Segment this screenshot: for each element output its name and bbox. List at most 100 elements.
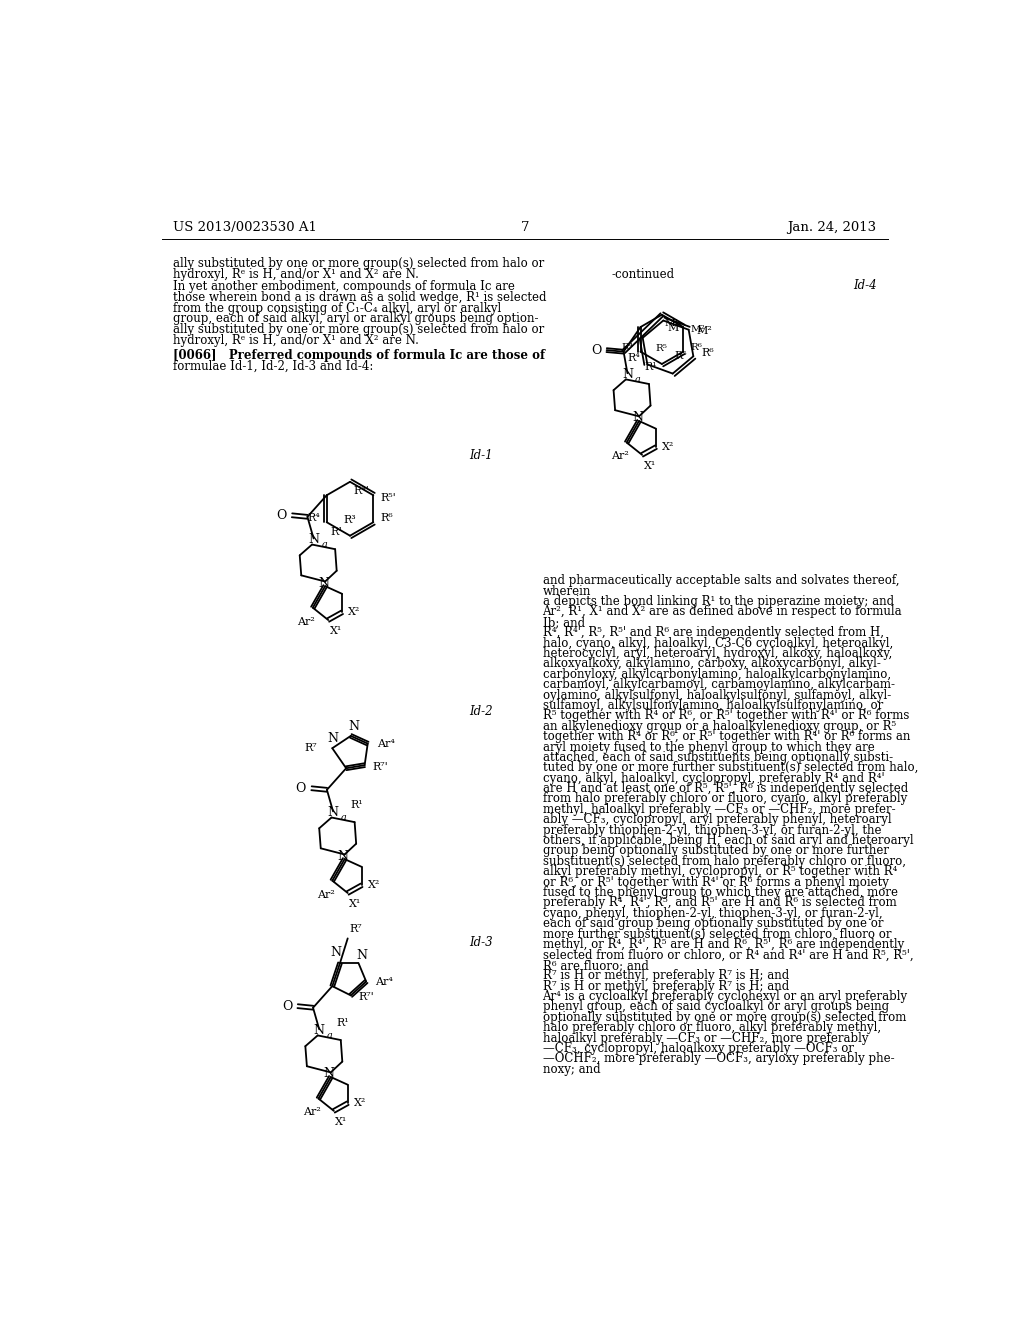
Text: 7: 7 [520, 222, 529, 234]
Text: R⁶: R⁶ [701, 348, 714, 358]
Text: N: N [632, 412, 643, 425]
Text: a depicts the bond linking R¹ to the piperazine moiety; and: a depicts the bond linking R¹ to the pip… [543, 595, 894, 609]
Text: X²: X² [663, 442, 675, 453]
Text: R⁴': R⁴' [354, 486, 370, 496]
Text: fused to the phenyl group to which they are attached, more: fused to the phenyl group to which they … [543, 886, 897, 899]
Text: N: N [348, 721, 359, 733]
Text: M²: M² [696, 326, 713, 337]
Text: R¹: R¹ [350, 800, 362, 810]
Text: O: O [591, 343, 601, 356]
Text: group, each of said alkyl, aryl or aralkyl groups being option-: group, each of said alkyl, aryl or aralk… [173, 313, 539, 326]
Text: oylamino, alkylsulfonyl, haloalkylsulfonyl, sulfamoyl, alkyl-: oylamino, alkylsulfonyl, haloalkylsulfon… [543, 689, 891, 701]
Text: heterocyclyl, aryl, heteroaryl, hydroxyl, alkoxy, haloalkoxy,: heterocyclyl, aryl, heteroaryl, hydroxyl… [543, 647, 892, 660]
Text: X²: X² [368, 880, 380, 890]
Text: R⁴: R⁴ [622, 343, 634, 352]
Text: X¹: X¹ [336, 1117, 347, 1127]
Text: US 2013/0023530 A1: US 2013/0023530 A1 [173, 222, 316, 234]
Text: R⁴: R⁴ [627, 354, 640, 363]
Text: methyl, or R⁴, R⁴', R⁵ are H and R⁶, R⁵', R⁶ are independently: methyl, or R⁴, R⁴', R⁵ are H and R⁶, R⁵'… [543, 939, 904, 950]
Text: Ar²: Ar² [316, 890, 335, 899]
Text: N: N [308, 533, 319, 546]
Text: aryl moiety fused to the phenyl group to which they are: aryl moiety fused to the phenyl group to… [543, 741, 874, 754]
Text: N: N [356, 949, 367, 962]
Text: N: N [338, 850, 348, 862]
Text: X¹: X¹ [330, 626, 342, 636]
Text: Ar²: Ar² [297, 616, 315, 627]
Text: X¹: X¹ [349, 899, 361, 909]
Text: In yet another embodiment, compounds of formula Ic are: In yet another embodiment, compounds of … [173, 280, 515, 293]
Text: R⁵': R⁵' [380, 492, 396, 503]
Text: —CF₃, cyclopropyl, haloalkoxy preferably —OCF₃ or: —CF₃, cyclopropyl, haloalkoxy preferably… [543, 1041, 854, 1055]
Text: a: a [327, 1031, 333, 1040]
Text: N: N [324, 1068, 335, 1081]
Text: Ar²: Ar² [611, 451, 629, 462]
Text: N: N [331, 945, 342, 958]
Text: ally substituted by one or more group(s) selected from halo or: ally substituted by one or more group(s)… [173, 323, 544, 337]
Text: N: N [622, 368, 633, 381]
Text: X¹: X¹ [644, 461, 655, 471]
Text: sulfamoyl, alkylsulfonylamino, haloalkylsulfonylamino, or: sulfamoyl, alkylsulfonylamino, haloalkyl… [543, 700, 883, 711]
Text: R⁷ is H or methyl, preferably R⁷ is H; and: R⁷ is H or methyl, preferably R⁷ is H; a… [543, 969, 788, 982]
Text: R⁵: R⁵ [674, 351, 687, 362]
Text: hydroxyl, Rᵉ is H, and/or X¹ and X² are N.: hydroxyl, Rᵉ is H, and/or X¹ and X² are … [173, 334, 419, 347]
Text: those wherein bond a is drawn as a solid wedge, R¹ is selected: those wherein bond a is drawn as a solid… [173, 290, 547, 304]
Text: ably —CF₃, cyclopropyl, aryl preferably phenyl, heteroaryl: ably —CF₃, cyclopropyl, aryl preferably … [543, 813, 891, 826]
Text: R¹: R¹ [336, 1018, 349, 1028]
Text: Id-2: Id-2 [469, 705, 493, 718]
Text: R⁶ are fluoro; and: R⁶ are fluoro; and [543, 958, 648, 972]
Text: halo, cyano, alkyl, haloalkyl, C3-C6 cycloalkyl, heteroalkyl,: halo, cyano, alkyl, haloalkyl, C3-C6 cyc… [543, 636, 893, 649]
Text: R⁴, R⁴', R⁵, R⁵' and R⁶ are independently selected from H,: R⁴, R⁴', R⁵, R⁵' and R⁶ are independentl… [543, 626, 884, 639]
Text: a: a [635, 375, 641, 384]
Text: hydroxyl, Rᵉ is H, and/or X¹ and X² are N.: hydroxyl, Rᵉ is H, and/or X¹ and X² are … [173, 268, 419, 281]
Text: alkoxyalkoxy, alkylamino, carboxy, alkoxycarbonyl, alkyl-: alkoxyalkoxy, alkylamino, carboxy, alkox… [543, 657, 881, 671]
Text: O: O [276, 508, 287, 521]
Text: preferably R⁴, R⁴', R⁵, and R⁵' are H and R⁶ is selected from: preferably R⁴, R⁴', R⁵, and R⁵' are H an… [543, 896, 896, 909]
Text: Id-1: Id-1 [469, 449, 493, 462]
Text: preferably thiophen-2-yl, thiophen-3-yl, or furan-2-yl, the: preferably thiophen-2-yl, thiophen-3-yl,… [543, 824, 881, 837]
Text: R³: R³ [344, 515, 356, 525]
Text: R⁵ together with R⁴ or R⁶, or R⁵' together with R⁴' or R⁶ forms: R⁵ together with R⁴ or R⁶, or R⁵' togeth… [543, 709, 909, 722]
Text: Ib; and: Ib; and [543, 615, 585, 628]
Text: substituent(s) selected from halo preferably chloro or fluoro,: substituent(s) selected from halo prefer… [543, 855, 905, 867]
Text: a: a [322, 540, 327, 549]
Text: -continued: -continued [611, 268, 675, 281]
Text: tuted by one or more further substituent(s) selected from halo,: tuted by one or more further substituent… [543, 762, 918, 775]
Text: haloalkyl preferably —CF₃ or —CHF₂, more preferably: haloalkyl preferably —CF₃ or —CHF₂, more… [543, 1032, 868, 1044]
Text: M¹: M¹ [665, 319, 680, 329]
Text: cyano, phenyl, thiophen-2-yl, thiophen-3-yl, or furan-2-yl,: cyano, phenyl, thiophen-2-yl, thiophen-3… [543, 907, 882, 920]
Text: from the group consisting of C₁-C₄ alkyl, aryl or aralkyl: from the group consisting of C₁-C₄ alkyl… [173, 302, 501, 314]
Text: alkyl preferably methyl, cyclopropyl, or R⁵ together with R⁴: alkyl preferably methyl, cyclopropyl, or… [543, 866, 897, 878]
Text: Ar⁴: Ar⁴ [376, 977, 393, 986]
Text: [0066]   Preferred compounds of formula Ic are those of: [0066] Preferred compounds of formula Ic… [173, 350, 545, 363]
Text: ally substituted by one or more group(s) selected from halo or: ally substituted by one or more group(s)… [173, 257, 544, 271]
Text: R⁷ is H or methyl, preferably R⁷ is H; and: R⁷ is H or methyl, preferably R⁷ is H; a… [543, 979, 788, 993]
Text: methyl, haloalkyl preferably —CF₃ or —CHF₂, more prefer-: methyl, haloalkyl preferably —CF₃ or —CH… [543, 803, 895, 816]
Text: Id-4: Id-4 [853, 279, 877, 292]
Text: M²: M² [690, 325, 705, 334]
Text: noxy; and: noxy; and [543, 1063, 600, 1076]
Text: group being optionally substituted by one or more further: group being optionally substituted by on… [543, 845, 889, 858]
Text: R⁷': R⁷' [373, 762, 388, 772]
Text: N: N [318, 577, 329, 590]
Text: and pharmaceutically acceptable salts and solvates thereof,: and pharmaceutically acceptable salts an… [543, 574, 899, 587]
Text: an alkylenedioxy group or a haloalkylenedioxy group, or R⁵: an alkylenedioxy group or a haloalkylene… [543, 719, 896, 733]
Text: —OCHF₂, more preferably —OCF₃, aryloxy preferably phe-: —OCHF₂, more preferably —OCF₃, aryloxy p… [543, 1052, 894, 1065]
Text: or R⁶, or R⁵' together with R⁴' or R⁶ forms a phenyl moiety: or R⁶, or R⁵' together with R⁴' or R⁶ fo… [543, 875, 889, 888]
Text: others, if applicable, being H, each of said aryl and heteroaryl: others, if applicable, being H, each of … [543, 834, 913, 847]
Text: Jan. 24, 2013: Jan. 24, 2013 [787, 222, 877, 234]
Text: N: N [328, 807, 339, 820]
Text: Ar⁴ is a cycloalkyl preferably cyclohexyl or an aryl preferably: Ar⁴ is a cycloalkyl preferably cyclohexy… [543, 990, 907, 1003]
Text: R⁷': R⁷' [358, 991, 374, 1002]
Text: N: N [328, 733, 339, 746]
Text: Ar⁴: Ar⁴ [377, 739, 395, 748]
Text: carbamoyl, alkylcarbamoyl, carbamoylamino, alkylcarbam-: carbamoyl, alkylcarbamoyl, carbamoylamin… [543, 678, 895, 692]
Text: Ar², R¹, X¹ and X² are as defined above in respect to formula: Ar², R¹, X¹ and X² are as defined above … [543, 606, 902, 618]
Text: more further substituent(s) selected from chloro, fluoro or: more further substituent(s) selected fro… [543, 928, 891, 941]
Text: R⁶: R⁶ [690, 343, 702, 352]
Text: together with R⁴ or R⁶, or R⁵' together with R⁴' or R⁶ forms an: together with R⁴ or R⁶, or R⁵' together … [543, 730, 910, 743]
Text: R⁷: R⁷ [304, 743, 316, 754]
Text: phenyl group, each of said cycloalkyl or aryl groups being: phenyl group, each of said cycloalkyl or… [543, 1001, 889, 1014]
Text: R⁷: R⁷ [349, 924, 361, 935]
Text: attached, each of said substituents being optionally substi-: attached, each of said substituents bein… [543, 751, 893, 764]
Text: wherein: wherein [543, 585, 591, 598]
